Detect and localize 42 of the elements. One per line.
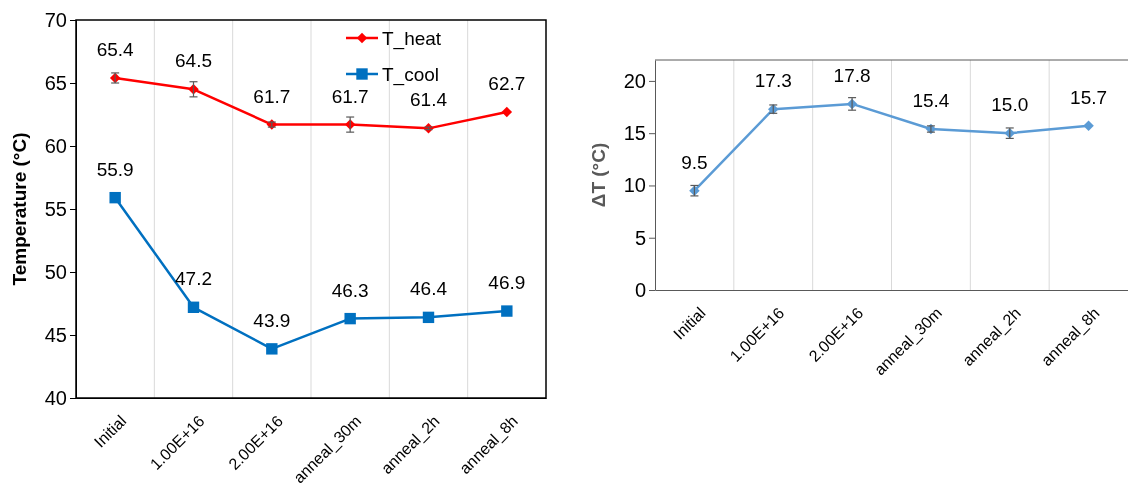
data-label: 64.5: [175, 50, 212, 72]
data-label: 17.3: [754, 70, 792, 92]
data-label: 61.7: [331, 85, 369, 107]
y-axis-title: Temperature (°C): [9, 132, 30, 286]
data-label: 46.9: [488, 272, 526, 294]
y-tick-label: 0: [634, 278, 646, 301]
y-tick-label: 5: [634, 226, 646, 249]
y-tick-label: 10: [623, 174, 646, 197]
y-tick-label: 65: [44, 71, 67, 94]
data-label: 65.4: [96, 38, 135, 60]
point: [1083, 120, 1094, 132]
y-tick-label: 50: [44, 260, 67, 283]
data-label: 46.4: [410, 278, 448, 300]
data-label: 62.7: [488, 72, 526, 94]
point: [422, 311, 435, 324]
data-label: 55.9: [96, 158, 134, 180]
point: [501, 305, 513, 317]
y-tick-label: 15: [623, 122, 646, 145]
y-axis-title: ΔT (°C): [588, 142, 609, 208]
y-tick-label: 60: [44, 134, 67, 157]
data-label: 61.4: [410, 89, 448, 111]
legend-label: T_heat: [382, 27, 442, 50]
y-tick-label: 40: [44, 386, 67, 409]
data-label: 17.8: [833, 64, 871, 86]
y-tick-label: 70: [44, 8, 67, 31]
legend-label: T_cool: [382, 63, 440, 86]
point: [266, 343, 278, 355]
data-label: 15.0: [991, 94, 1029, 116]
data-label: 15.7: [1070, 86, 1108, 108]
point: [501, 106, 513, 118]
data-label: 61.7: [253, 85, 291, 107]
point: [109, 191, 121, 204]
y-tick-label: 45: [44, 323, 67, 346]
data-label: 46.3: [331, 279, 369, 301]
data-label: 43.9: [253, 309, 291, 331]
y-tick-label: 55: [44, 197, 67, 220]
data-label: 15.4: [912, 90, 950, 111]
point: [187, 301, 200, 313]
data-label: 47.2: [175, 268, 212, 290]
point: [344, 312, 356, 325]
y-tick-label: 20: [623, 69, 646, 92]
data-label: 9.5: [681, 151, 708, 173]
